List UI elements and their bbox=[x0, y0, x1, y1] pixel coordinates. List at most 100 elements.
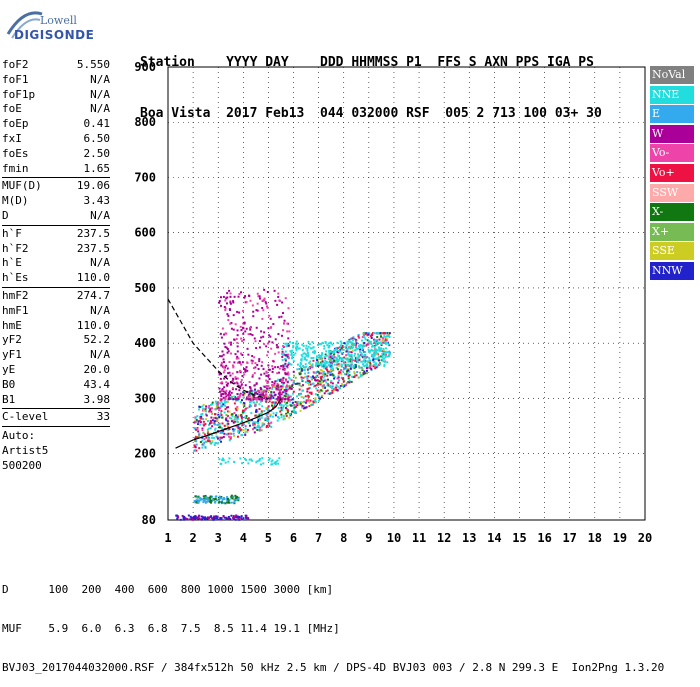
low-echo-point bbox=[189, 515, 192, 518]
f-trace-point bbox=[235, 399, 238, 402]
echo-point bbox=[219, 462, 222, 465]
f-trace-point bbox=[262, 385, 265, 388]
f-trace-point bbox=[344, 361, 347, 364]
f-trace-point bbox=[209, 403, 212, 406]
f-trace-point bbox=[201, 446, 204, 449]
f-trace-point bbox=[347, 369, 350, 372]
echo-point bbox=[222, 459, 225, 462]
es-trace-point bbox=[193, 500, 196, 503]
f-trace-point bbox=[258, 428, 261, 431]
spread-f-point bbox=[265, 302, 268, 305]
f-trace-point bbox=[250, 393, 253, 396]
spread-f-point bbox=[275, 388, 278, 391]
f-trace-point bbox=[379, 332, 382, 335]
spread-f-point bbox=[288, 330, 291, 333]
spread-f-point bbox=[226, 382, 229, 385]
spread-f-point bbox=[235, 357, 238, 360]
f-trace-point bbox=[268, 387, 271, 390]
f-trace-point bbox=[278, 417, 281, 420]
f-trace-point bbox=[329, 369, 332, 372]
spread-f-point bbox=[236, 377, 239, 380]
es-trace-point bbox=[230, 497, 233, 500]
spread-f-point bbox=[245, 327, 248, 330]
param-key: yF2 bbox=[2, 333, 22, 347]
f-trace-point bbox=[321, 384, 324, 387]
spread-f-point bbox=[254, 340, 257, 343]
f-trace-point bbox=[259, 418, 262, 421]
echo-point bbox=[247, 462, 250, 465]
f-trace-point bbox=[195, 419, 198, 422]
f-trace-point bbox=[384, 342, 387, 345]
f-trace-point bbox=[307, 381, 310, 384]
f-trace-point bbox=[340, 383, 343, 386]
spread-f-point bbox=[244, 369, 247, 372]
spread-f-point bbox=[252, 367, 255, 370]
f-trace-point bbox=[316, 359, 319, 362]
f-trace-point bbox=[305, 406, 308, 409]
es-trace-point bbox=[196, 496, 199, 499]
f-trace-point bbox=[317, 399, 320, 402]
f-trace-point bbox=[293, 406, 296, 409]
f-trace-point bbox=[320, 389, 323, 392]
f-trace-point bbox=[333, 363, 336, 366]
echo-point bbox=[228, 457, 231, 460]
spread-f-point bbox=[284, 362, 287, 365]
f-trace-point bbox=[321, 364, 324, 367]
spread-f-point bbox=[238, 389, 241, 392]
f-trace-point bbox=[304, 363, 307, 366]
spread-f-point bbox=[250, 359, 253, 362]
f-trace-point bbox=[214, 408, 217, 411]
f-trace-point bbox=[236, 407, 239, 410]
x-tick-label: 19 bbox=[613, 531, 627, 545]
param-value: N/A bbox=[90, 348, 110, 362]
parameter-panel: foF2 5.550 foF1 N/A foF1p N/A foE N/A foEp 0.41 fx… bbox=[2, 58, 110, 473]
echo-point bbox=[277, 462, 280, 465]
spread-f-point bbox=[249, 327, 252, 330]
spread-f-point bbox=[248, 394, 251, 397]
f-trace-point bbox=[388, 350, 391, 353]
f-trace-point bbox=[290, 351, 293, 354]
f-trace-point bbox=[288, 413, 291, 416]
spread-f-point bbox=[285, 385, 288, 388]
spread-f-point bbox=[229, 374, 232, 377]
f-trace-point bbox=[301, 369, 304, 372]
spread-f-point bbox=[258, 340, 261, 343]
es-trace-point bbox=[202, 501, 205, 504]
f-trace-point bbox=[316, 384, 319, 387]
spread-f-point bbox=[280, 334, 283, 337]
legend-item: W bbox=[650, 124, 694, 143]
f-trace-point bbox=[381, 354, 384, 357]
f-trace-point bbox=[289, 413, 292, 416]
f-trace-point bbox=[350, 342, 353, 345]
f-trace-point bbox=[241, 419, 244, 422]
f-trace-point bbox=[319, 368, 322, 371]
f-trace-point bbox=[304, 353, 307, 356]
low-echo-point bbox=[213, 518, 216, 521]
f-trace-point bbox=[357, 376, 360, 379]
f-trace-point bbox=[253, 431, 256, 434]
low-echo-point bbox=[235, 514, 238, 517]
f-trace-point bbox=[275, 411, 278, 414]
spread-f-point bbox=[227, 350, 230, 353]
f-trace-point bbox=[382, 349, 385, 352]
f-trace-point bbox=[356, 361, 359, 364]
f-trace-point bbox=[318, 390, 321, 393]
f-trace-point bbox=[202, 409, 205, 412]
f-trace-point bbox=[226, 424, 229, 427]
spread-f-point bbox=[264, 301, 267, 304]
f-trace-point bbox=[239, 401, 242, 404]
low-echo-point bbox=[230, 514, 233, 517]
f-trace-point bbox=[370, 368, 373, 371]
f-trace-point bbox=[351, 349, 354, 352]
f-trace-point bbox=[362, 345, 365, 348]
spread-f-point bbox=[238, 311, 241, 314]
f-trace-point bbox=[299, 370, 302, 373]
f-trace-point bbox=[336, 362, 339, 365]
f-trace-point bbox=[370, 355, 373, 358]
f-trace-point bbox=[207, 435, 210, 438]
f-trace-point bbox=[311, 363, 314, 366]
f-trace-point bbox=[225, 406, 228, 409]
f-trace-point bbox=[213, 420, 216, 423]
f-trace-point bbox=[355, 338, 358, 341]
f-trace-point bbox=[296, 363, 299, 366]
